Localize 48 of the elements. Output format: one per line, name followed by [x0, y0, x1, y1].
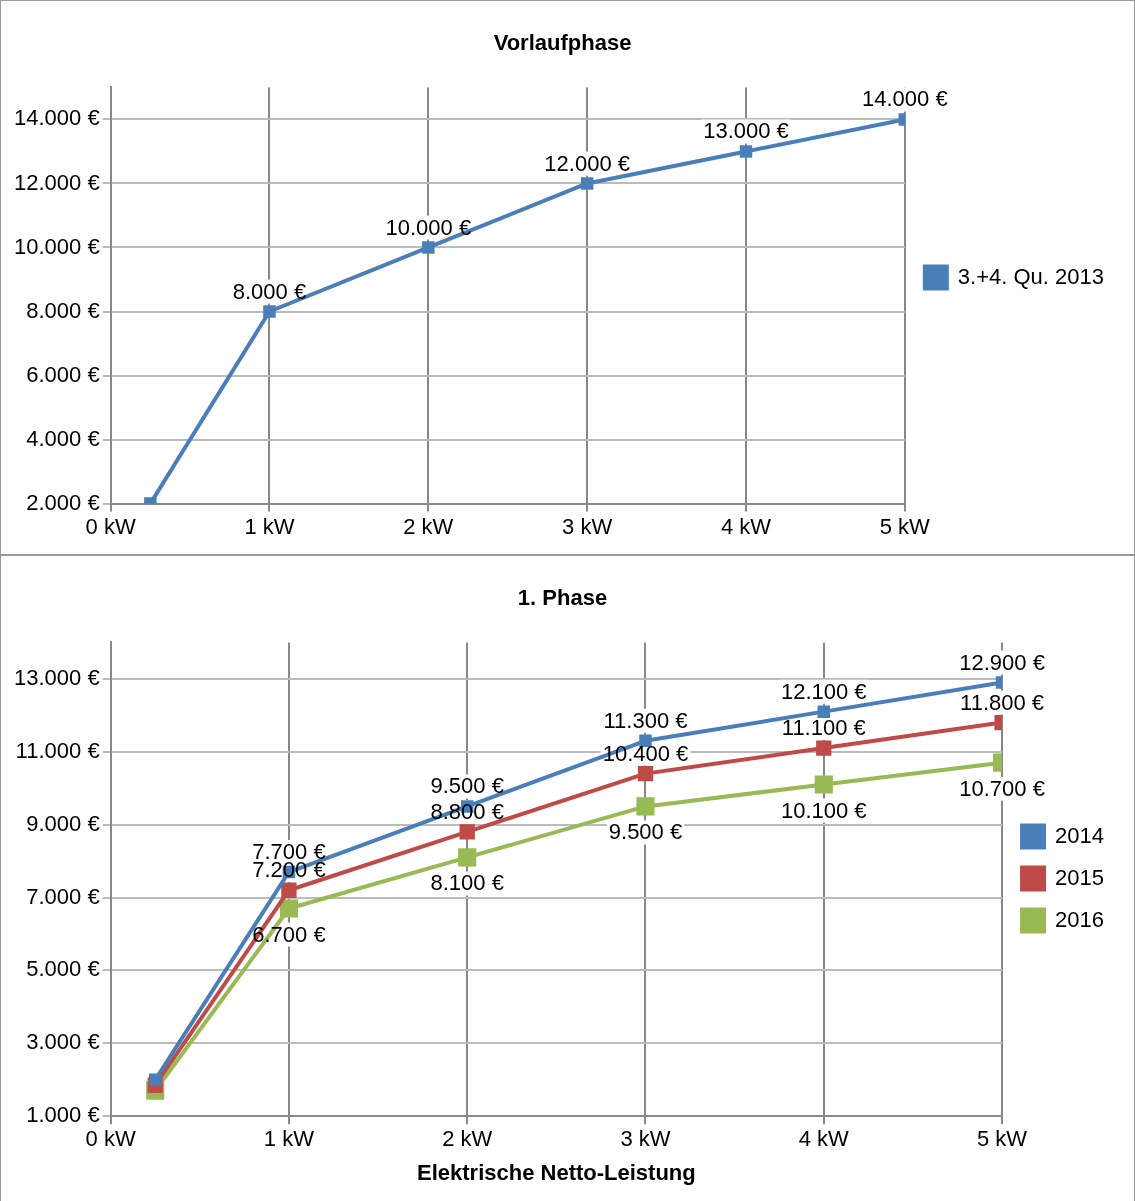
x-tick-label: 4 kW: [798, 1126, 850, 1152]
y-tick-label: 8.000 €: [26, 297, 100, 323]
x-tick-label: 5 kW: [879, 513, 931, 539]
x-tick-label: 3 kW: [620, 1126, 671, 1152]
y-tick-label: 1.000 €: [26, 1102, 100, 1128]
y-tick-label: 6.000 €: [26, 361, 100, 387]
x-tick-label: 3 kW: [562, 513, 613, 539]
data-label: 12.100 €: [780, 678, 867, 704]
y-tick-label: 9.000 €: [26, 810, 100, 836]
data-label: 10.700 €: [959, 775, 1045, 801]
y-tick-label: 5.000 €: [26, 956, 100, 982]
data-label: 12.000 €: [544, 150, 630, 176]
legend-label: 2014: [1055, 822, 1105, 848]
data-label: 14.000 €: [862, 86, 948, 112]
data-label: 11.300 €: [603, 707, 688, 733]
y-tick-label: 2.000 €: [26, 489, 100, 515]
y-tick-label: 3.000 €: [26, 1029, 100, 1055]
data-label: 10.100 €: [780, 797, 867, 823]
x-tick-label: 4 kW: [720, 513, 772, 539]
chart-title: 1. Phase: [517, 585, 608, 611]
data-label: 11.100 €: [781, 715, 866, 741]
x-tick-label: 2 kW: [403, 513, 454, 539]
legend-label: 2016: [1055, 906, 1105, 932]
legend-label: 2015: [1055, 864, 1105, 890]
x-tick-label: 2 kW: [442, 1126, 493, 1152]
data-label: 9.500 €: [608, 819, 683, 845]
y-tick-label: 13.000 €: [14, 664, 100, 690]
y-tick-label: 14.000 €: [14, 105, 100, 131]
x-tick-label: 1 kW: [263, 1126, 315, 1152]
x-axis-title: Elektrische Netto-Leistung: [416, 1159, 696, 1185]
data-label: 9.500 €: [430, 773, 504, 799]
data-label: 13.000 €: [703, 118, 789, 144]
x-tick-label: 0 kW: [85, 513, 136, 539]
chart-title: Vorlaufphase: [493, 30, 632, 56]
data-label: 8.000 €: [232, 278, 307, 304]
data-label: 11.800 €: [960, 689, 1045, 715]
y-tick-label: 10.000 €: [14, 233, 100, 259]
x-tick-label: 0 kW: [85, 1126, 136, 1152]
data-label: 10.400 €: [602, 740, 689, 766]
data-label: 8.100 €: [430, 870, 504, 896]
x-tick-label: 5 kW: [977, 1126, 1028, 1152]
x-tick-label: 1 kW: [244, 513, 295, 539]
y-tick-label: 7.000 €: [26, 883, 100, 909]
data-label: 12.900 €: [959, 649, 1045, 675]
y-tick-label: 11.000 €: [15, 737, 100, 763]
legend-label: 3.+4. Qu. 2013: [957, 263, 1104, 289]
y-tick-label: 4.000 €: [26, 425, 100, 451]
y-tick-label: 12.000 €: [14, 169, 100, 195]
